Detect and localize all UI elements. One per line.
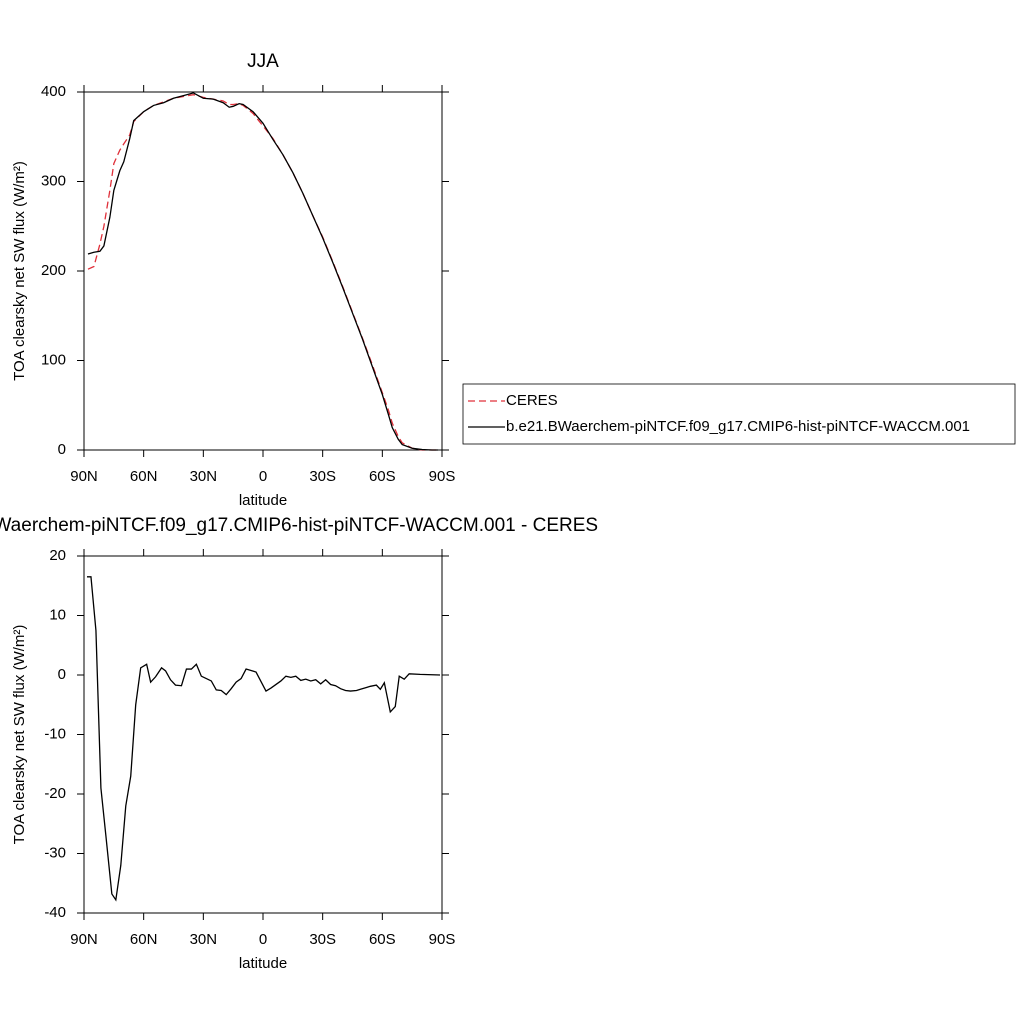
series-line [86, 576, 441, 902]
y-tick-label: -10 [44, 725, 66, 742]
y-tick-label: 300 [41, 172, 66, 189]
x-tick-label: 90N [70, 468, 98, 485]
y-tick-label: 20 [49, 547, 66, 564]
y-tick-label: 400 [41, 83, 66, 100]
x-axis-label: latitude [239, 955, 287, 972]
x-tick-label: 30N [190, 931, 218, 948]
y-tick-label: -20 [44, 785, 66, 802]
x-tick-label: 30N [190, 468, 218, 485]
x-tick-label: 0 [259, 931, 267, 948]
legend-label: CERES [506, 392, 558, 409]
y-tick-label: 10 [49, 606, 66, 623]
y-tick-label: 200 [41, 262, 66, 279]
chart-title: JJA [247, 51, 279, 72]
y-tick-label: 0 [58, 666, 66, 683]
series-line [87, 94, 439, 451]
y-axis-label: TOA clearsky net SW flux (W/m²) [11, 625, 28, 845]
x-tick-label: 60N [130, 931, 158, 948]
y-tick-label: -40 [44, 904, 66, 921]
plot-frame [83, 555, 443, 914]
x-tick-label: 90S [429, 931, 456, 948]
x-tick-label: 90N [70, 931, 98, 948]
x-tick-label: 60N [130, 468, 158, 485]
plot-frame [83, 91, 443, 451]
y-axis-label: TOA clearsky net SW flux (W/m²) [11, 161, 28, 381]
x-tick-label: 60S [369, 931, 396, 948]
y-tick-label: 100 [41, 351, 66, 368]
y-tick-label: -30 [44, 844, 66, 861]
legend-box [462, 383, 1016, 445]
x-tick-label: 30S [309, 931, 336, 948]
x-tick-label: 90S [429, 468, 456, 485]
legend-label: b.e21.BWaerchem-piNTCF.f09_g17.CMIP6-his… [506, 418, 970, 435]
x-axis-label: latitude [239, 492, 287, 509]
x-tick-label: 30S [309, 468, 336, 485]
chart-title: b.e21.BWaerchem-piNTCF.f09_g17.CMIP6-his… [0, 515, 598, 536]
series-line [87, 92, 439, 451]
x-tick-label: 0 [259, 468, 267, 485]
y-tick-label: 0 [58, 441, 66, 458]
x-tick-label: 60S [369, 468, 396, 485]
